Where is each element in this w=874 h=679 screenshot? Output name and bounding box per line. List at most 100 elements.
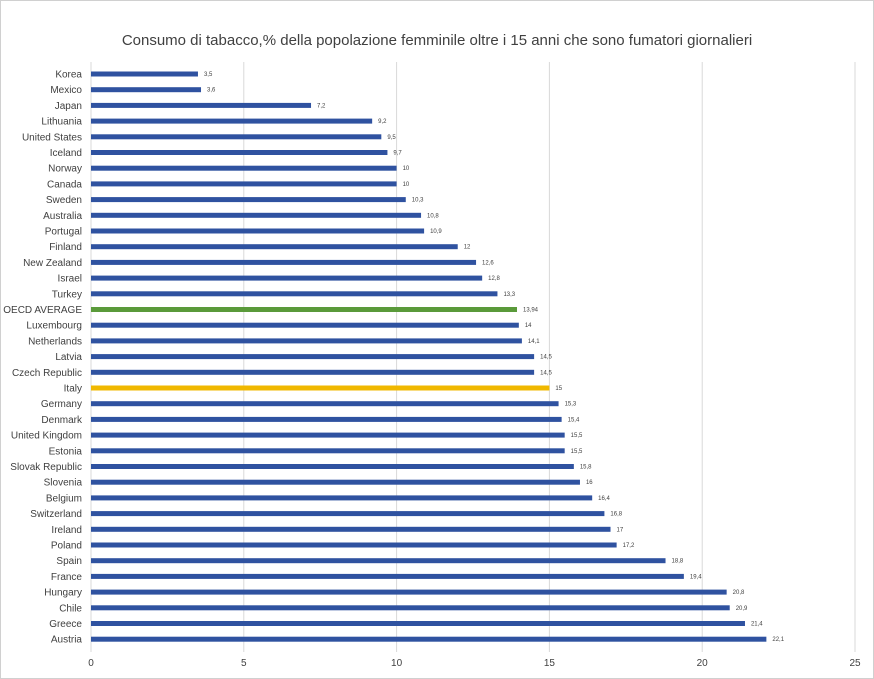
chart-title: Consumo di tabacco,% della popolazione f… xyxy=(121,32,753,49)
value-label: 15,5 xyxy=(571,433,583,439)
value-label: 22,1 xyxy=(772,637,784,643)
category-label: Latvia xyxy=(55,352,82,363)
bar xyxy=(91,275,483,281)
value-label: 14 xyxy=(525,323,532,329)
bar xyxy=(91,165,397,171)
category-label: Finland xyxy=(49,242,82,253)
bar xyxy=(91,636,767,642)
category-label: Turkey xyxy=(52,289,82,300)
category-label: Switzerland xyxy=(30,509,82,520)
category-label: Poland xyxy=(51,541,82,552)
value-label: 16,4 xyxy=(598,496,610,502)
bar xyxy=(91,385,550,391)
category-label: Mexico xyxy=(50,85,82,96)
category-label: Austria xyxy=(51,635,83,646)
category-label: Lithuania xyxy=(41,117,82,128)
bar xyxy=(91,259,477,265)
value-label: 17,2 xyxy=(623,543,635,549)
category-label: Korea xyxy=(55,70,82,81)
value-label: 10,8 xyxy=(427,213,439,219)
bar xyxy=(91,102,312,108)
value-label: 14,5 xyxy=(540,355,552,361)
value-label: 18,8 xyxy=(672,559,684,565)
value-label: 9,7 xyxy=(393,151,402,157)
bar xyxy=(91,495,593,501)
x-tick-label: 25 xyxy=(849,658,861,669)
value-label: 7,2 xyxy=(317,103,326,109)
bar xyxy=(91,542,617,548)
bar xyxy=(91,244,458,250)
value-label: 15,5 xyxy=(571,449,583,455)
value-label: 21,4 xyxy=(751,622,763,628)
category-label: OECD AVERAGE xyxy=(3,305,82,316)
value-label: 12,8 xyxy=(488,276,500,282)
value-label: 15,8 xyxy=(580,465,592,471)
value-label: 15,3 xyxy=(565,402,577,408)
value-label: 15,4 xyxy=(568,417,580,423)
x-tick-label: 10 xyxy=(391,658,403,669)
category-label: Australia xyxy=(43,211,82,222)
category-label: Hungary xyxy=(44,588,82,599)
value-label: 15 xyxy=(555,386,562,392)
value-label: 3,6 xyxy=(207,88,216,94)
value-label: 20,9 xyxy=(736,606,748,612)
value-label: 19,4 xyxy=(690,574,702,580)
value-label: 12 xyxy=(464,245,471,251)
value-label: 10 xyxy=(403,166,410,172)
category-label: Israel xyxy=(58,274,82,285)
bar xyxy=(91,432,565,438)
bar xyxy=(91,212,422,218)
bar xyxy=(91,558,666,564)
value-label: 3,5 xyxy=(204,72,213,78)
category-label: Netherlands xyxy=(28,336,82,347)
bar xyxy=(91,621,745,626)
bar xyxy=(91,322,519,328)
category-label: Luxembourg xyxy=(26,321,82,332)
category-label: Slovenia xyxy=(44,478,83,489)
x-tick-label: 15 xyxy=(544,658,556,669)
category-label: Iceland xyxy=(50,148,82,159)
bar xyxy=(91,448,565,454)
bar xyxy=(91,479,580,485)
value-label: 16 xyxy=(586,480,593,486)
category-label: United Kingdom xyxy=(11,431,82,442)
bar xyxy=(91,354,535,360)
bar xyxy=(91,416,562,422)
x-tick-label: 0 xyxy=(88,658,94,669)
value-label: 16,8 xyxy=(610,512,622,518)
value-label: 12,6 xyxy=(482,260,494,266)
x-tick-label: 5 xyxy=(241,658,247,669)
category-label: Germany xyxy=(41,399,82,410)
bar xyxy=(91,150,388,155)
category-label: Chile xyxy=(59,603,82,614)
bar xyxy=(91,401,559,407)
category-label: Canada xyxy=(47,179,82,190)
bar xyxy=(91,291,498,297)
category-label: Belgium xyxy=(46,493,82,504)
category-label: France xyxy=(51,572,83,583)
bar xyxy=(91,71,198,77)
value-label: 10,3 xyxy=(412,198,424,204)
bar xyxy=(91,526,611,532)
bar xyxy=(91,197,406,203)
value-label: 9,5 xyxy=(387,135,396,141)
bar xyxy=(91,605,730,611)
bar xyxy=(91,589,727,595)
value-label: 10 xyxy=(403,182,410,188)
value-label: 10,9 xyxy=(430,229,442,235)
value-label: 17 xyxy=(617,527,624,533)
value-label: 13,3 xyxy=(503,292,515,298)
category-label: Italy xyxy=(64,384,82,395)
category-label: Estonia xyxy=(49,446,83,457)
category-label: Norway xyxy=(48,164,82,175)
bar xyxy=(91,307,518,312)
bar xyxy=(91,87,202,93)
bar xyxy=(91,134,382,140)
category-label: Ireland xyxy=(51,525,82,536)
category-label: Spain xyxy=(56,556,82,567)
category-label: New Zealand xyxy=(23,258,82,269)
category-label: Sweden xyxy=(46,195,82,206)
value-label: 20,8 xyxy=(733,590,745,596)
bar xyxy=(91,369,535,375)
